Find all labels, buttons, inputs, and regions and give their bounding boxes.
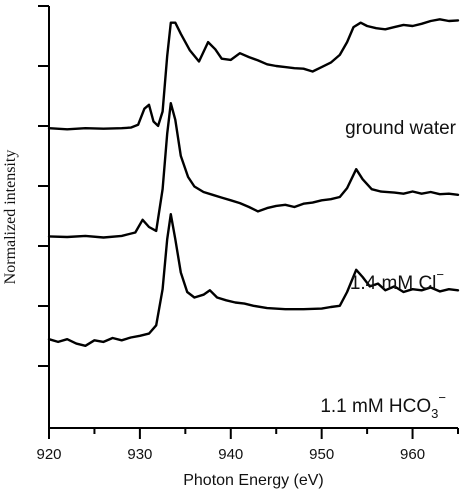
x-tick-label: 940 <box>218 446 243 463</box>
series-label-2: 1.4 mM Cl− <box>350 267 444 294</box>
series-label-3: 1.1 mM HCO3− <box>320 390 446 421</box>
y-axis-label: Normalized intensity <box>2 150 19 285</box>
series-label-superscript: − <box>436 267 444 282</box>
series-line-1 <box>47 18 460 131</box>
series-label-superscript: − <box>438 390 446 405</box>
series-label-1: ground water <box>345 118 457 139</box>
series-line-3 <box>47 213 460 347</box>
series-label-main: ground water <box>345 118 457 139</box>
series-label-main: 1.1 mM HCO <box>320 396 431 417</box>
x-tick-label: 960 <box>400 446 425 463</box>
axes <box>48 6 458 429</box>
x-ticks: 920 930 940 950 960 <box>36 428 459 463</box>
y-ticks <box>38 5 49 367</box>
series-label-main: 1.4 mM Cl <box>350 273 437 294</box>
series-label-subscript: 3 <box>431 406 438 421</box>
x-tick-label: 920 <box>36 446 61 463</box>
series-group <box>47 18 460 347</box>
x-axis-label: Photon Energy (eV) <box>183 472 324 489</box>
x-tick-label: 930 <box>127 446 152 463</box>
x-tick-label: 950 <box>309 446 334 463</box>
series-line-2 <box>47 102 460 239</box>
